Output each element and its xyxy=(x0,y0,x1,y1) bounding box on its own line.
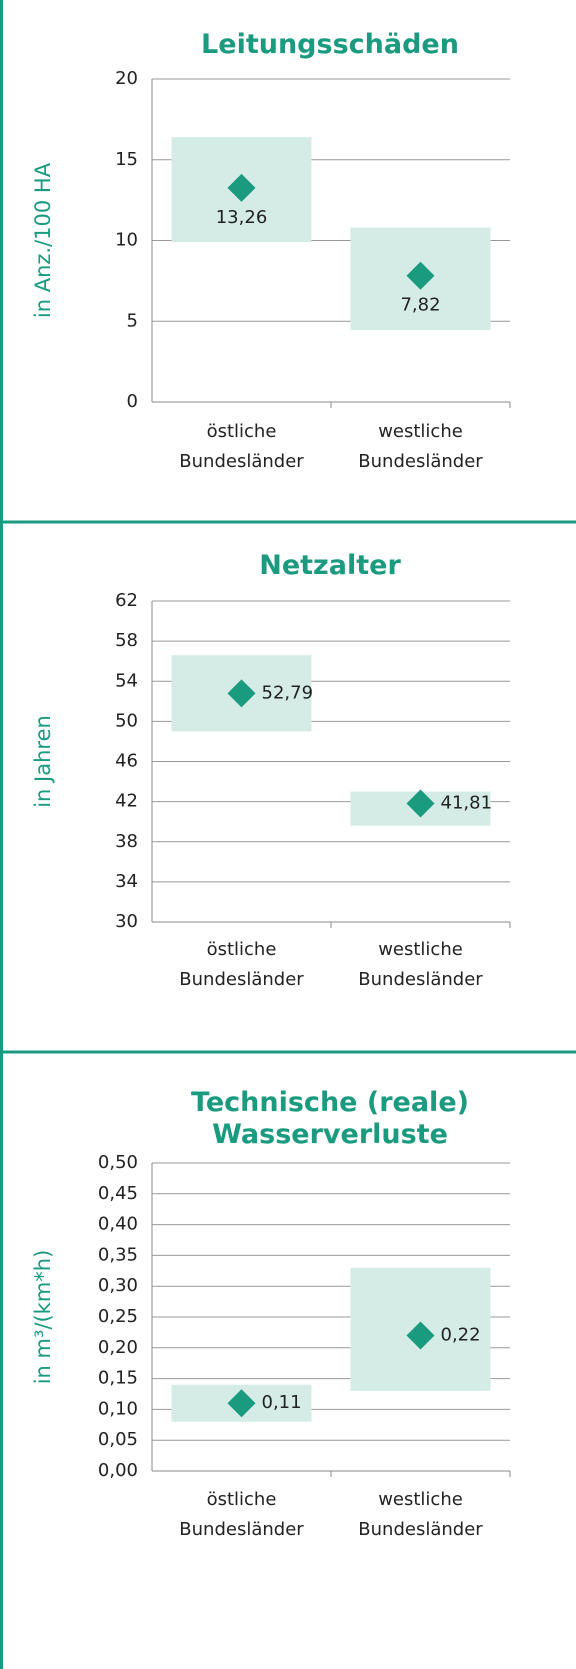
y-tick-label: 0,00 xyxy=(98,1460,138,1481)
y-tick-label: 34 xyxy=(115,871,138,892)
y-tick-label: 42 xyxy=(115,791,138,812)
y-tick-label: 0,40 xyxy=(98,1214,138,1235)
y-tick-label: 0,45 xyxy=(98,1183,138,1204)
y-tick-label: 0,05 xyxy=(98,1429,138,1450)
x-tick-label: östliche Bundesländer xyxy=(179,939,304,990)
value-label: 41,81 xyxy=(441,793,493,814)
x-tick-label: östliche Bundesländer xyxy=(179,421,304,472)
y-tick-label: 0,35 xyxy=(98,1244,138,1265)
y-tick-label: 46 xyxy=(115,751,138,772)
y-tick-label: 50 xyxy=(115,710,138,731)
value-label: 0,22 xyxy=(441,1324,481,1345)
y-tick-label: 0,25 xyxy=(98,1306,138,1327)
y-tick-label: 30 xyxy=(115,911,138,932)
y-tick-label: 20 xyxy=(115,68,138,89)
y-tick-label: 54 xyxy=(115,670,138,691)
x-tick-label: östliche Bundesländer xyxy=(179,1489,304,1540)
chart-title: Technische (reale) Wasserverluste xyxy=(191,1087,469,1150)
y-tick-label: 0,10 xyxy=(98,1398,138,1419)
diamond-marker xyxy=(406,1321,435,1350)
diamond-marker xyxy=(406,789,435,818)
y-tick-label: 0,15 xyxy=(98,1368,138,1389)
y-axis-label: in Jahren xyxy=(31,715,55,808)
y-axis-label: in Anz./100 HA xyxy=(31,162,55,318)
value-label: 52,79 xyxy=(262,682,314,703)
y-tick-label: 0 xyxy=(127,391,138,412)
y-tick-label: 38 xyxy=(115,831,138,852)
x-tick-label: westliche Bundesländer xyxy=(358,421,483,472)
y-tick-label: 0,20 xyxy=(98,1337,138,1358)
y-tick-label: 62 xyxy=(115,590,138,611)
x-tick-label: westliche Bundesländer xyxy=(358,939,483,990)
y-tick-label: 10 xyxy=(115,230,138,251)
y-tick-label: 5 xyxy=(127,310,138,331)
diamond-marker xyxy=(227,679,256,708)
diamond-marker xyxy=(227,1389,256,1418)
diamond-marker xyxy=(406,261,435,290)
chart-title: Leitungsschäden xyxy=(201,29,459,60)
y-tick-label: 15 xyxy=(115,149,138,170)
chart-title: Netzalter xyxy=(259,550,401,581)
diamond-marker xyxy=(227,173,256,202)
value-label: 13,26 xyxy=(216,207,268,228)
y-tick-label: 58 xyxy=(115,630,138,651)
y-tick-label: 0,50 xyxy=(98,1152,138,1173)
value-label: 0,11 xyxy=(262,1392,302,1413)
value-label: 7,82 xyxy=(400,295,440,316)
y-tick-label: 0,30 xyxy=(98,1275,138,1296)
x-tick-label: westliche Bundesländer xyxy=(358,1489,483,1540)
y-axis-label: in m³/(km*h) xyxy=(31,1250,55,1385)
